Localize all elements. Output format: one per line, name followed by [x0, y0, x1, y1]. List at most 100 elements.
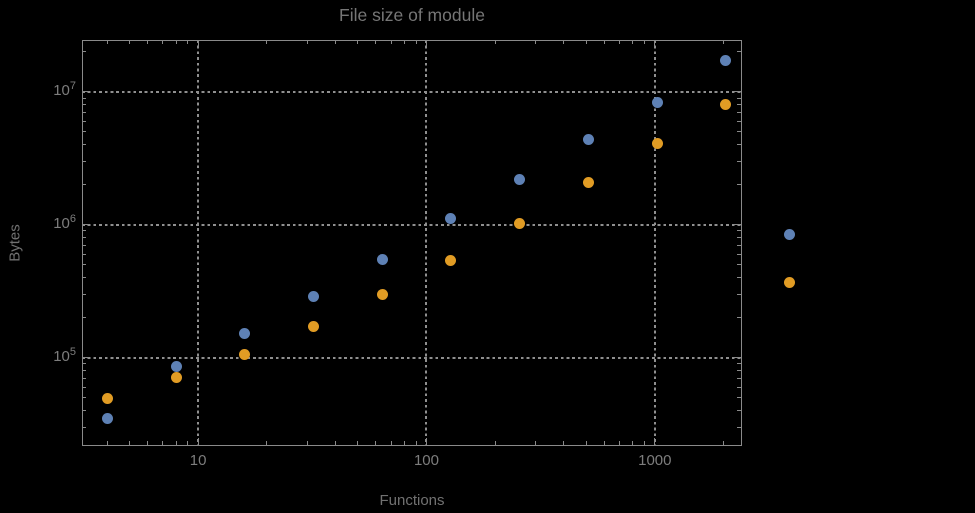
x-tick-mark — [357, 40, 359, 44]
x-tick-mark — [415, 441, 417, 445]
x-tick-mark — [146, 40, 148, 44]
x-tick-mark — [723, 441, 725, 445]
x-tick-mark — [654, 438, 656, 445]
y-tick-mark — [82, 370, 86, 371]
data-point-series-1 — [170, 360, 182, 372]
y-tick-mark — [737, 317, 741, 319]
data-point-series-2 — [651, 137, 663, 149]
y-tick-mark — [737, 253, 741, 255]
x-tick-mark — [306, 40, 308, 44]
x-tick-mark — [654, 40, 656, 47]
y-tick-mark — [737, 410, 741, 411]
y-tick-mark — [82, 237, 86, 239]
x-tick-mark — [534, 441, 536, 445]
x-tick-mark — [375, 441, 377, 445]
x-tick-mark — [197, 40, 199, 47]
y-tick-mark — [82, 104, 86, 106]
data-point-series-1 — [445, 212, 457, 224]
y-tick-mark — [737, 386, 741, 388]
data-point-series-1 — [720, 54, 732, 66]
y-tick-mark — [82, 230, 86, 232]
data-point-series-1 — [582, 134, 594, 146]
x-tick-mark — [335, 441, 337, 445]
y-tick-mark — [734, 91, 741, 93]
data-point-series-2 — [307, 321, 319, 333]
x-tick-mark — [175, 40, 177, 44]
x-tick-mark — [632, 441, 634, 445]
x-tick-mark — [425, 40, 427, 47]
data-point-series-2 — [101, 392, 113, 404]
y-tick-mark — [82, 386, 86, 388]
x-gridline — [425, 40, 428, 445]
data-point-series-2 — [239, 348, 251, 360]
data-point-series-1 — [514, 173, 526, 185]
x-tick-mark — [403, 40, 405, 44]
y-tick-mark — [82, 120, 86, 122]
y-tick-mark — [737, 237, 741, 239]
x-tick-mark — [415, 40, 417, 44]
y-axis-label: Bytes — [6, 224, 24, 262]
x-tick-mark — [563, 441, 565, 445]
data-point-series-1 — [784, 228, 796, 240]
x-tick-mark — [266, 40, 268, 44]
x-tick-mark — [197, 438, 199, 445]
x-tick-mark — [175, 441, 177, 445]
y-tick-mark — [82, 253, 86, 255]
y-tick-label: 105 — [53, 345, 76, 365]
x-tick-mark — [603, 40, 605, 44]
x-tick-mark — [494, 441, 496, 445]
data-point-series-1 — [239, 327, 251, 339]
data-point-series-2 — [376, 288, 388, 300]
x-tick-mark — [146, 441, 148, 445]
y-tick-mark — [82, 317, 86, 319]
y-tick-mark — [82, 244, 86, 246]
x-axis-label: Functions — [379, 492, 445, 509]
y-tick-mark — [737, 244, 741, 246]
y-gridline — [82, 223, 741, 226]
y-tick-mark — [737, 230, 741, 232]
x-tick-mark — [563, 40, 565, 44]
y-tick-mark — [737, 426, 741, 428]
y-tick-mark — [82, 264, 86, 266]
x-tick-mark — [106, 40, 108, 44]
x-tick-mark — [390, 40, 392, 44]
x-tick-mark — [643, 441, 645, 445]
y-tick-mark — [82, 144, 86, 146]
y-tick-mark — [737, 51, 741, 53]
y-tick-mark — [737, 97, 741, 99]
y-tick-mark — [82, 377, 86, 379]
y-tick-mark — [737, 104, 741, 106]
y-tick-mark — [82, 97, 86, 99]
data-point-series-2 — [514, 217, 526, 229]
y-tick-mark — [82, 112, 86, 113]
data-point-series-2 — [170, 372, 182, 384]
x-tick-label: 100 — [413, 452, 439, 469]
y-gridline — [82, 90, 741, 93]
y-tick-mark — [82, 224, 89, 226]
data-point-series-1 — [376, 253, 388, 265]
y-tick-mark — [737, 293, 741, 295]
y-tick-mark — [734, 224, 741, 226]
x-tick-mark — [403, 441, 405, 445]
x-gridline — [197, 40, 200, 445]
y-gridline — [82, 356, 741, 359]
data-point-series-1 — [307, 290, 319, 302]
x-tick-mark — [618, 40, 620, 44]
y-tick-label: 106 — [53, 212, 76, 232]
x-tick-mark — [632, 40, 634, 44]
y-tick-mark — [734, 357, 741, 359]
y-tick-mark — [82, 397, 86, 399]
x-tick-mark — [425, 438, 427, 445]
y-tick-mark — [737, 144, 741, 146]
y-tick-mark — [82, 410, 86, 411]
y-tick-mark — [82, 363, 86, 365]
data-point-series-1 — [651, 97, 663, 109]
y-tick-mark — [82, 357, 89, 359]
x-tick-mark — [603, 441, 605, 445]
x-tick-mark — [306, 441, 308, 445]
y-tick-mark — [737, 112, 741, 113]
x-tick-mark — [106, 441, 108, 445]
x-tick-mark — [390, 441, 392, 445]
y-tick-mark — [82, 293, 86, 295]
y-tick-mark — [82, 51, 86, 53]
